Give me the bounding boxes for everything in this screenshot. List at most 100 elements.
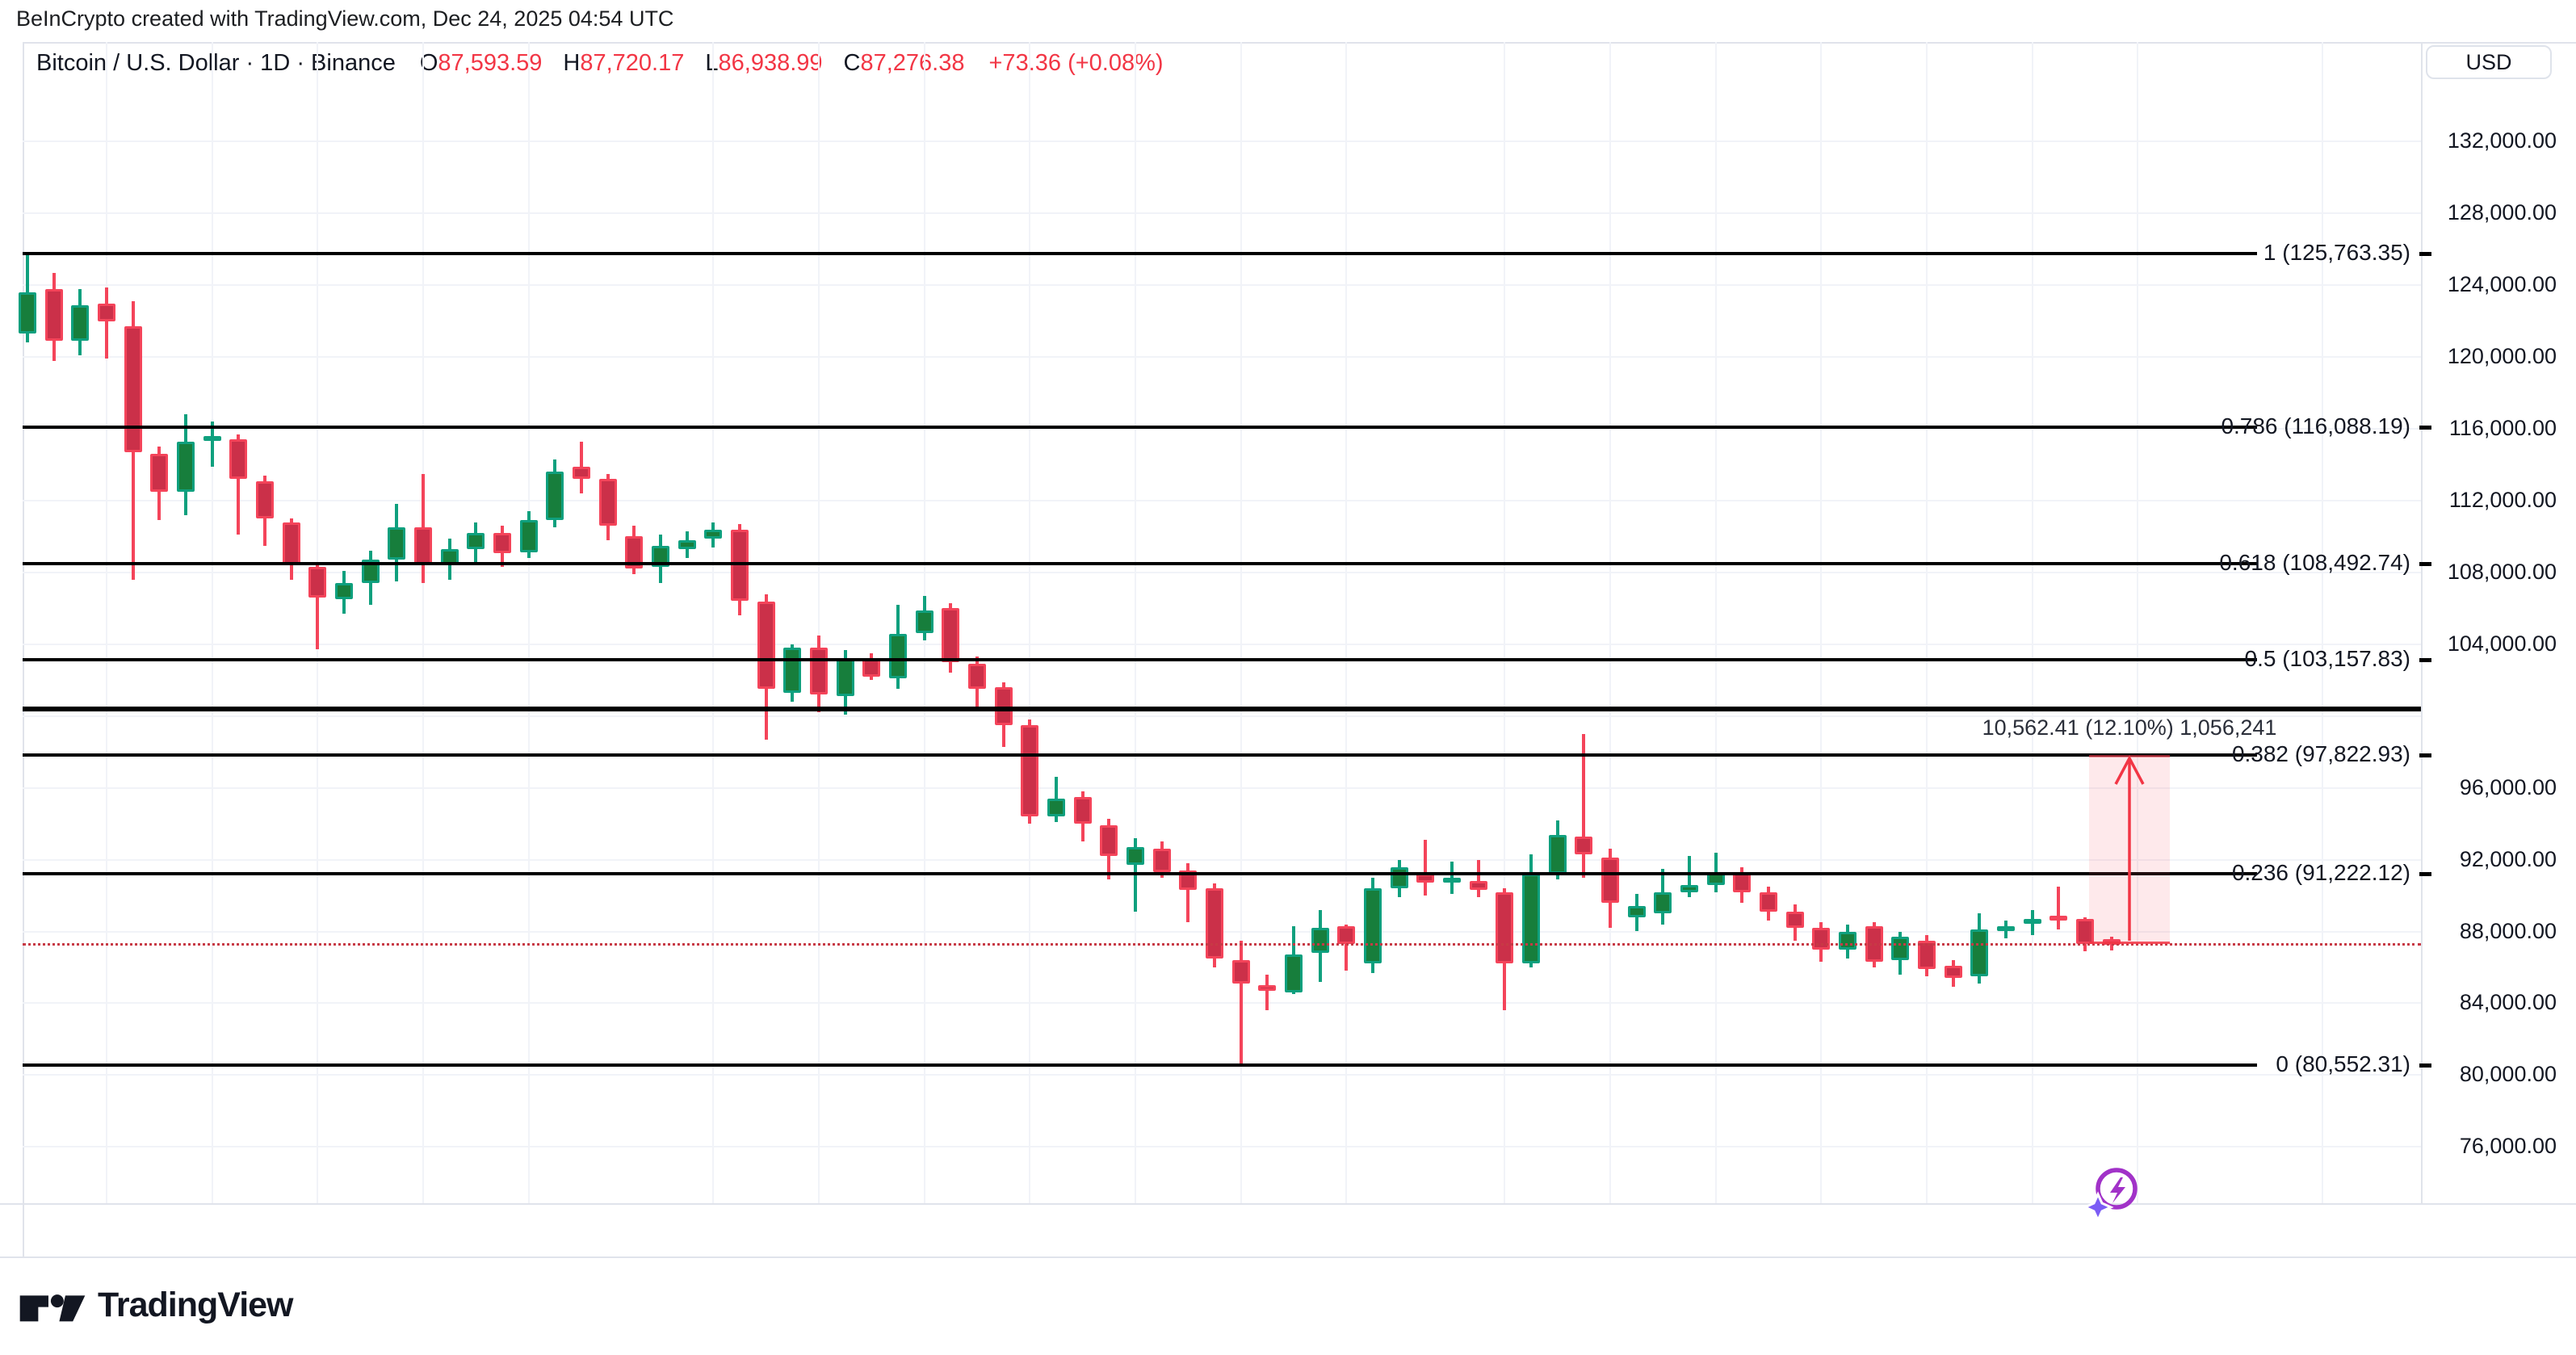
candle	[124, 326, 142, 452]
candle	[598, 479, 617, 526]
candle	[1311, 928, 1329, 954]
tradingview-logo[interactable]: TradingView	[19, 1286, 293, 1325]
candle	[1337, 925, 1356, 944]
candle-wick	[1582, 734, 1586, 878]
fib-axis-tick	[2419, 1063, 2431, 1068]
lightning-sparkle-icon[interactable]	[2086, 1164, 2138, 1225]
candle	[836, 658, 854, 697]
candle	[1205, 888, 1223, 959]
lightning-bolt-glyph	[2110, 1177, 2125, 1203]
fib-axis-tick	[2419, 753, 2431, 758]
candle-wick	[105, 287, 108, 359]
gridline-vertical	[2031, 42, 2033, 1203]
candle	[1363, 888, 1382, 964]
measurement-arrow	[2114, 755, 2145, 942]
candle	[1179, 870, 1198, 891]
candle	[651, 545, 669, 568]
currency-unit-button[interactable]: USD	[2426, 45, 2552, 79]
candle	[783, 648, 802, 693]
candle-wick	[1476, 859, 1480, 898]
candle	[1442, 877, 1461, 883]
ohlc-item: L86,938.99	[705, 49, 823, 76]
price-axis-label: 120,000.00	[2447, 344, 2557, 369]
candle	[361, 560, 380, 584]
price-axis-label: 104,000.00	[2447, 631, 2557, 656]
candle-wick	[1186, 863, 1190, 923]
candle	[730, 529, 749, 602]
fib-label: 0.5 (103,157.83)	[2244, 645, 2411, 671]
gridline-vertical	[2321, 42, 2323, 1203]
price-axis-label: 132,000.00	[2447, 128, 2557, 153]
candle	[229, 439, 248, 480]
tradingview-logo-text: TradingView	[98, 1286, 293, 1324]
candle	[388, 527, 406, 560]
gridline-horizontal	[23, 1002, 2421, 1005]
candle	[1231, 960, 1250, 984]
candle	[1126, 847, 1144, 866]
fib-line	[23, 562, 2257, 565]
price-axis-label: 84,000.00	[2459, 990, 2557, 1015]
fib-label: 0.786 (116,088.19)	[2221, 413, 2410, 439]
candle	[44, 288, 63, 342]
candle	[1047, 799, 1065, 817]
symbol-title[interactable]: Bitcoin / U.S. Dollar · 1D · Binance	[36, 49, 396, 76]
price-axis-label: 112,000.00	[2448, 488, 2557, 512]
candle	[1021, 724, 1039, 817]
candle	[1970, 929, 1989, 977]
time-axis[interactable]: 913172125Nov5913172125Dec59131721252026	[0, 1205, 2576, 1256]
fib-label: 0.618 (108,492.74)	[2219, 550, 2410, 575]
candle	[2075, 918, 2094, 944]
fib-line	[23, 753, 2257, 757]
candle	[625, 536, 644, 569]
candle	[678, 539, 696, 549]
gridline-vertical	[1134, 42, 1136, 1203]
gridline-horizontal	[23, 141, 2421, 143]
candle	[1891, 937, 1910, 961]
symbol-bar[interactable]: Bitcoin / U.S. Dollar · 1D · Binance O87…	[36, 47, 1164, 79]
divider-header	[23, 42, 2576, 44]
gridline-vertical	[2137, 42, 2139, 1203]
candle-wick	[1424, 840, 1428, 896]
horizontal-price-line	[23, 707, 2421, 712]
candle	[915, 610, 933, 634]
candle	[1785, 912, 1804, 928]
gridline-horizontal	[23, 428, 2421, 430]
ohlc-item: H87,720.17	[563, 49, 685, 76]
price-axis[interactable]: 132,000.00 128,000.00 124,000.00 120,000.00…	[2423, 42, 2576, 1203]
price-axis-label: 116,000.00	[2448, 416, 2557, 441]
candle	[414, 527, 432, 565]
candle	[2049, 915, 2068, 921]
divider-pane-left	[23, 42, 24, 1256]
candle	[1627, 906, 1646, 917]
candle-wick	[1239, 940, 1243, 1065]
fib-axis-tick	[2419, 871, 2431, 876]
candle	[809, 648, 828, 695]
candle	[150, 454, 169, 492]
candle	[1654, 891, 1672, 914]
candle-wick	[1265, 974, 1269, 1011]
candle	[1548, 834, 1567, 875]
candle	[282, 522, 300, 566]
ohlc-item: O87,593.59	[419, 49, 543, 76]
candle	[1601, 858, 1619, 903]
price-axis-label: 128,000.00	[2447, 200, 2557, 225]
fib-label: 0.236 (91,222.12)	[2231, 859, 2410, 885]
ohlc-values: O87,593.59 H87,720.17 L86,938.99 C87,276.38	[420, 50, 965, 77]
last-price-dotted-line	[23, 942, 2421, 946]
gridline-horizontal	[23, 212, 2421, 215]
gridline-vertical	[712, 42, 715, 1203]
gridline-horizontal	[23, 500, 2421, 501]
gridline-horizontal	[23, 356, 2421, 359]
divider-footer	[0, 1256, 2576, 1258]
gridline-vertical	[817, 42, 820, 1203]
fib-line	[23, 426, 2257, 430]
attribution-text: BeInCrypto created with TradingView.com,…	[16, 6, 674, 31]
candle	[1759, 891, 1777, 912]
gridline-vertical	[527, 42, 530, 1203]
candle	[942, 608, 960, 663]
candle	[888, 633, 907, 679]
price-axis-label: 108,000.00	[2447, 559, 2557, 584]
candle-wick	[316, 563, 320, 650]
